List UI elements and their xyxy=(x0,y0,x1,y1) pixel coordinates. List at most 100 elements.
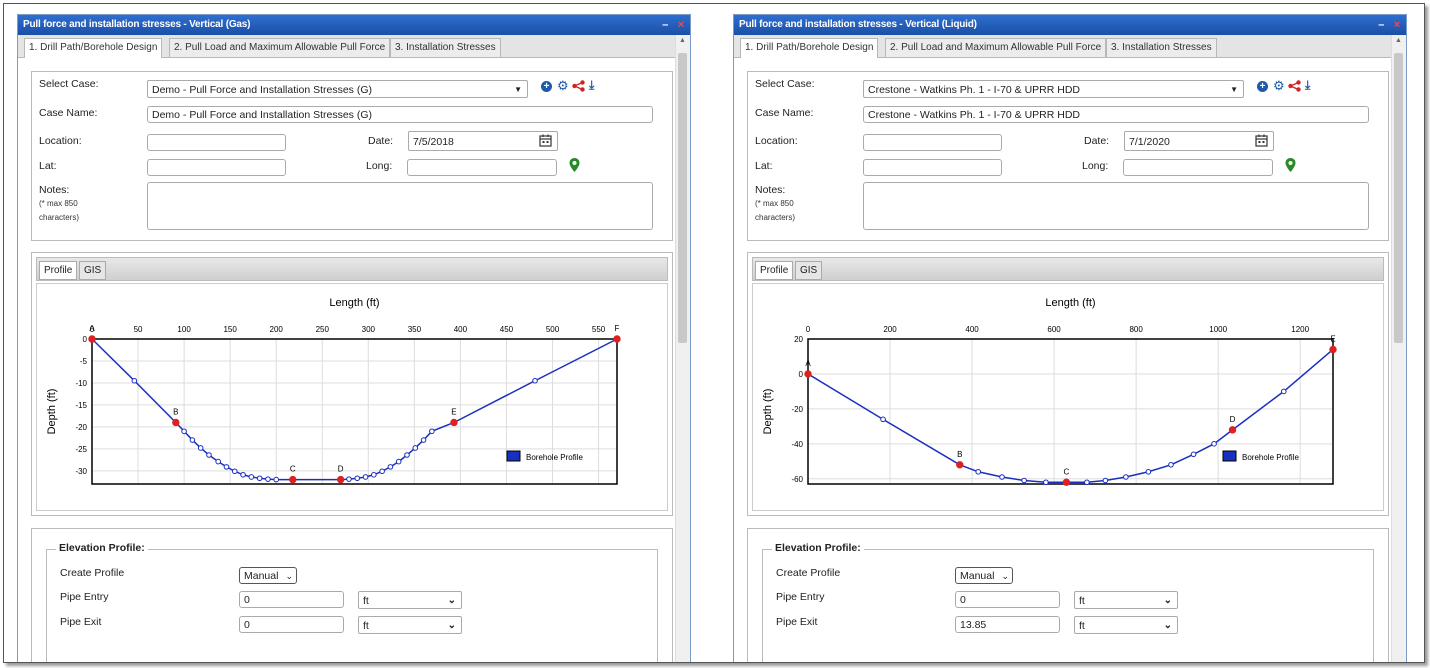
select-case-label: Select Case: xyxy=(755,78,815,90)
add-case-icon[interactable]: + xyxy=(541,81,552,92)
chevron-down-icon: ⌄ xyxy=(447,595,456,606)
vertical-scrollbar[interactable]: ▲ xyxy=(1391,35,1406,662)
share-icon[interactable] xyxy=(572,80,585,92)
screenshot-frame: Pull force and installation stresses - V… xyxy=(3,3,1425,663)
close-icon[interactable]: × xyxy=(1393,19,1400,31)
pipe-exit-unit-select[interactable]: ft ⌄ xyxy=(1074,616,1178,634)
window-title: Pull force and installation stresses - V… xyxy=(739,19,977,30)
data-point xyxy=(1190,451,1197,458)
pipe-entry-input[interactable]: 0 xyxy=(239,591,344,608)
tab-drill-path[interactable]: 1. Drill Path/Borehole Design xyxy=(740,38,879,58)
y-tick-label: -60 xyxy=(791,475,803,484)
scroll-thumb[interactable] xyxy=(1394,53,1403,343)
tab-installation-stresses[interactable]: 3. Installation Stresses xyxy=(1106,38,1217,57)
map-pin-icon[interactable] xyxy=(1285,158,1296,172)
tab-pull-load[interactable]: 2. Pull Load and Maximum Allowable Pull … xyxy=(885,38,1107,57)
tab-installation-stresses[interactable]: 3. Installation Stresses xyxy=(390,38,501,57)
scroll-up-icon[interactable]: ▲ xyxy=(1395,37,1402,44)
x-tick-label: 1000 xyxy=(1209,325,1227,334)
x-tick-label: 350 xyxy=(408,325,422,334)
calendar-icon[interactable] xyxy=(539,134,552,147)
y-tick-label: -10 xyxy=(75,379,87,388)
pipe-exit-unit-value: ft xyxy=(363,620,369,632)
lat-label: Lat: xyxy=(39,160,57,172)
download-icon[interactable]: ⤓ xyxy=(589,78,595,92)
select-case-dropdown[interactable]: Demo - Pull Force and Installation Stres… xyxy=(147,80,528,98)
lat-input[interactable] xyxy=(147,159,286,176)
select-case-dropdown[interactable]: Crestone - Watkins Ph. 1 - I-70 & UPRR H… xyxy=(863,80,1244,98)
share-icon[interactable] xyxy=(1288,80,1301,92)
create-profile-select[interactable]: Manual ⌄ xyxy=(239,567,297,584)
date-input[interactable]: 7/5/2018 xyxy=(408,131,558,151)
data-point xyxy=(1123,474,1129,480)
plot-frame xyxy=(91,338,618,485)
pipe-exit-label: Pipe Exit xyxy=(776,616,818,628)
create-profile-value: Manual xyxy=(960,570,995,582)
pipe-exit-input[interactable]: 13.85 xyxy=(955,616,1060,633)
pipe-exit-input[interactable]: 0 xyxy=(239,616,344,633)
tab-pull-load[interactable]: 2. Pull Load and Maximum Allowable Pull … xyxy=(169,38,391,57)
data-point xyxy=(532,377,538,384)
y-tick-label: 0 xyxy=(83,335,88,344)
data-point xyxy=(240,471,246,478)
scroll-up-icon[interactable]: ▲ xyxy=(679,37,686,44)
case-form: Select Case: Crestone - Watkins Ph. 1 - … xyxy=(747,71,1389,241)
location-input[interactable] xyxy=(147,134,286,151)
window-titlebar[interactable]: Pull force and installation stresses - V… xyxy=(18,15,690,35)
elevation-fieldset xyxy=(762,549,1374,662)
x-tick-label: 200 xyxy=(883,325,897,334)
calendar-icon[interactable] xyxy=(1255,134,1268,147)
vertical-scrollbar[interactable]: ▲ xyxy=(675,35,690,662)
pipe-entry-unit-value: ft xyxy=(363,595,369,607)
download-icon[interactable]: ⤓ xyxy=(1305,78,1311,92)
key-point-label: C xyxy=(1064,467,1070,476)
borehole-profile-chart: Length (ft) Depth (ft) 0 50 100 150 200 250 300 3… xyxy=(46,297,621,485)
scroll-thumb[interactable] xyxy=(678,53,687,343)
pipe-exit-unit-value: ft xyxy=(1079,620,1085,632)
tab-profile[interactable]: Profile xyxy=(39,261,78,280)
location-input[interactable] xyxy=(863,134,1002,151)
key-point-label: B xyxy=(957,450,962,459)
pipe-entry-unit-select[interactable]: ft ⌄ xyxy=(358,591,462,609)
map-pin-icon[interactable] xyxy=(569,158,580,172)
profile-chart-panel: Profile GIS Length (ft) Depth (ft) 0 50 100 1… xyxy=(31,252,673,516)
pipe-entry-unit-select[interactable]: ft ⌄ xyxy=(1074,591,1178,609)
add-case-icon[interactable]: + xyxy=(1257,81,1268,92)
pipe-exit-unit-select[interactable]: ft ⌄ xyxy=(358,616,462,634)
create-profile-select[interactable]: Manual ⌄ xyxy=(955,567,1013,584)
x-tick-label: 150 xyxy=(223,325,237,334)
notes-textarea[interactable] xyxy=(147,182,653,230)
pipe-entry-input[interactable]: 0 xyxy=(955,591,1060,608)
data-point xyxy=(206,452,212,458)
tab-profile[interactable]: Profile xyxy=(755,261,794,280)
chevron-down-icon: ⌄ xyxy=(1163,620,1172,631)
x-tick-label: 400 xyxy=(454,325,468,334)
window-titlebar[interactable]: Pull force and installation stresses - V… xyxy=(734,15,1406,35)
long-input[interactable] xyxy=(407,159,557,176)
x-tick-label: 100 xyxy=(177,325,191,334)
close-icon[interactable]: × xyxy=(677,19,684,31)
x-tick-label: 800 xyxy=(1129,325,1143,334)
gear-icon[interactable]: ⚙ xyxy=(1273,78,1285,93)
case-name-input[interactable]: Demo - Pull Force and Installation Stres… xyxy=(147,106,653,123)
lat-input[interactable] xyxy=(863,159,1002,176)
tab-gis[interactable]: GIS xyxy=(795,261,823,280)
key-point xyxy=(956,461,964,469)
date-input[interactable]: 7/1/2020 xyxy=(1124,131,1274,151)
select-case-label: Select Case: xyxy=(39,78,99,90)
tab-drill-path[interactable]: 1. Drill Path/Borehole Design xyxy=(24,38,163,58)
notes-label: Notes: xyxy=(39,184,70,196)
window-gas: Pull force and installation stresses - V… xyxy=(17,14,691,662)
long-input[interactable] xyxy=(1123,159,1273,176)
case-name-label: Case Name: xyxy=(39,107,98,119)
case-name-input[interactable]: Crestone - Watkins Ph. 1 - I-70 & UPRR H… xyxy=(863,106,1369,123)
gear-icon[interactable]: ⚙ xyxy=(557,78,569,93)
notes-textarea[interactable] xyxy=(863,182,1369,230)
case-name-label: Case Name: xyxy=(755,107,814,119)
main-tabs: 1. Drill Path/Borehole Design 2. Pull Lo… xyxy=(18,35,676,58)
minimize-icon[interactable]: – xyxy=(662,19,669,31)
key-point xyxy=(804,370,812,378)
data-point xyxy=(1102,477,1109,484)
minimize-icon[interactable]: – xyxy=(1378,19,1385,31)
tab-gis[interactable]: GIS xyxy=(79,261,107,280)
